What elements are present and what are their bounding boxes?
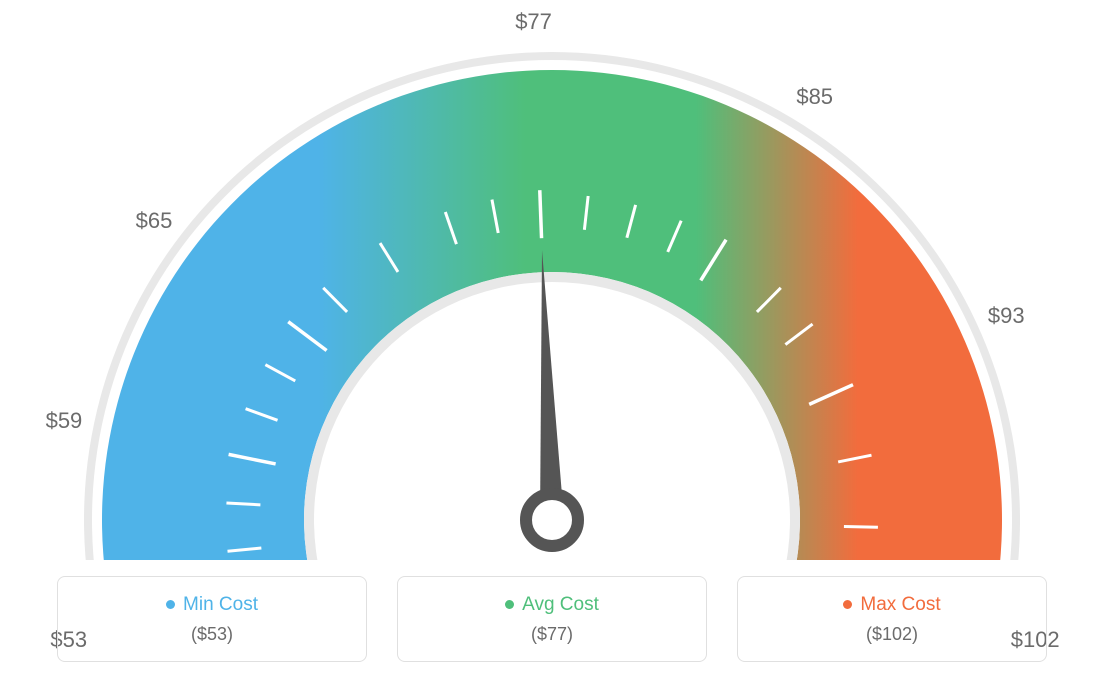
gauge-tick-label: $85 (796, 84, 833, 110)
legend-title-avg: Avg Cost (505, 594, 599, 616)
gauge-tick-minor (226, 503, 260, 505)
legend-label-min: Min Cost (183, 594, 258, 616)
legend-value-avg-text: ($77) (531, 624, 573, 645)
gauge-tick-label: $59 (46, 408, 83, 434)
gauge-needle-hub (526, 494, 578, 546)
legend-value-max-text: ($102) (866, 624, 918, 645)
gauge-chart: $53$59$65$77$85$93$102 (52, 20, 1052, 560)
gauge-tick-minor (844, 526, 878, 527)
legend-dot-max (843, 600, 852, 609)
legend-label-max: Max Cost (860, 594, 940, 616)
legend-title-max: Max Cost (843, 594, 940, 616)
legend-card-max: Max Cost ($102) (737, 576, 1047, 662)
gauge-svg (52, 20, 1052, 560)
legend-label-avg: Avg Cost (522, 594, 599, 616)
gauge-tick-label: $65 (136, 208, 173, 234)
legend-title-min: Min Cost (166, 594, 258, 616)
gauge-tick-label: $77 (515, 9, 552, 35)
legend-value-min-text: ($53) (191, 624, 233, 645)
legend: Min Cost ($53) Avg Cost ($77) Max Cost (… (57, 576, 1047, 662)
legend-card-min: Min Cost ($53) (57, 576, 367, 662)
gauge-needle (540, 250, 564, 520)
gauge-tick-label: $93 (988, 303, 1025, 329)
gauge-tick-major (540, 190, 542, 238)
legend-dot-min (166, 600, 175, 609)
legend-dot-avg (505, 600, 514, 609)
legend-card-avg: Avg Cost ($77) (397, 576, 707, 662)
